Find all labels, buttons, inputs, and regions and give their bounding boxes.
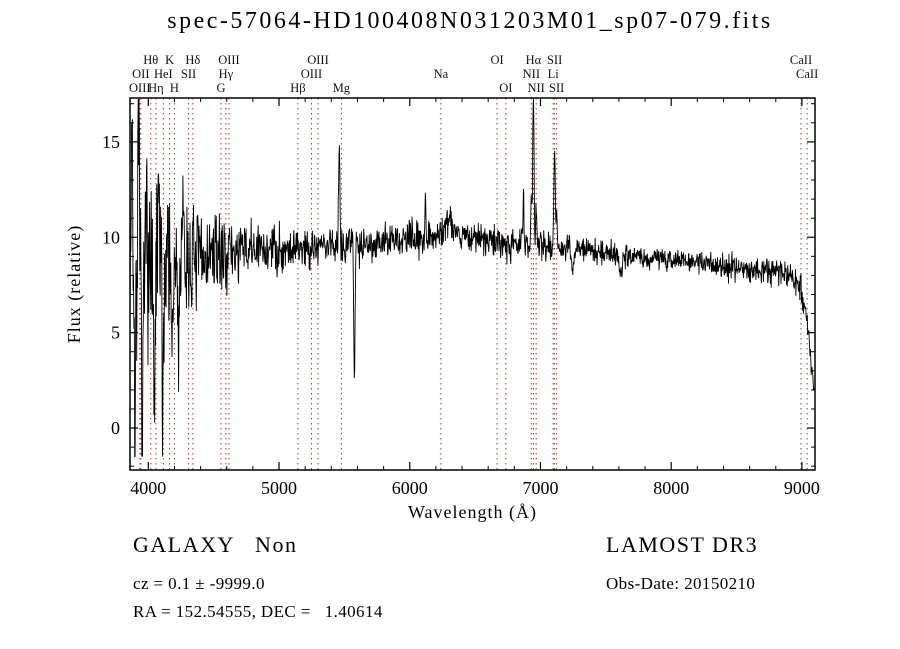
spectral-line-label: SII bbox=[547, 53, 562, 67]
y-tick-label: 0 bbox=[111, 418, 120, 438]
spectral-line-label: OI bbox=[490, 53, 503, 67]
spectral-line-label: CaII bbox=[790, 53, 812, 67]
spectral-line-label: Hδ bbox=[185, 53, 200, 67]
spectral-line-label: Hα bbox=[526, 53, 542, 67]
spectral-line-label: CaII bbox=[796, 67, 818, 81]
spectral-line-label: Mg bbox=[333, 81, 351, 95]
spectral-line-label: Hη bbox=[148, 81, 164, 95]
x-tick-label: 4000 bbox=[130, 478, 166, 498]
spectral-line-label: HeI bbox=[154, 67, 173, 81]
cz-value: cz = 0.1 ± -9999.0 bbox=[133, 574, 265, 593]
x-tick-label: 7000 bbox=[522, 478, 558, 498]
classification-label: GALAXY Non bbox=[133, 532, 298, 557]
spectral-line-label: OI bbox=[499, 81, 512, 95]
spectral-line-label: OIII bbox=[307, 53, 329, 67]
ra-dec-coordinates: RA = 152.54555, DEC = 1.40614 bbox=[133, 602, 383, 621]
spectral-line-label: SII bbox=[549, 81, 564, 95]
y-tick-label: 10 bbox=[102, 227, 120, 247]
y-tick-label: 15 bbox=[102, 132, 120, 152]
spectral-line-label: Na bbox=[434, 67, 449, 81]
x-tick-label: 9000 bbox=[784, 478, 820, 498]
x-tick-label: 5000 bbox=[261, 478, 297, 498]
spectral-line-label: G bbox=[216, 81, 225, 95]
spectral-line-label: Hθ bbox=[143, 53, 158, 67]
spectral-line-label: NII bbox=[527, 81, 544, 95]
spectral-line-label: OIII bbox=[301, 67, 323, 81]
spectral-line-label: Hβ bbox=[290, 81, 305, 95]
spectral-line-label: Li bbox=[548, 67, 560, 81]
spectral-line-label: OII bbox=[132, 67, 149, 81]
survey-release-label: LAMOST DR3 bbox=[606, 532, 759, 557]
x-tick-label: 6000 bbox=[392, 478, 428, 498]
x-tick-label: 8000 bbox=[653, 478, 689, 498]
obs-date: Obs-Date: 20150210 bbox=[606, 574, 756, 593]
x-axis-title: Wavelength (Å) bbox=[408, 502, 537, 523]
spectral-line-label: H bbox=[170, 81, 179, 95]
plot-frame bbox=[129, 97, 816, 471]
spectrum-line bbox=[129, 98, 816, 458]
y-tick-label: 5 bbox=[111, 323, 120, 343]
plot-title: spec-57064-HD100408N031203M01_sp07-079.f… bbox=[167, 8, 773, 34]
spectral-line-label: OIII bbox=[218, 53, 240, 67]
y-axis-title: Flux (relative) bbox=[64, 225, 85, 343]
spectral-line-label: SII bbox=[181, 67, 196, 81]
spectral-line-label: OIII bbox=[129, 81, 151, 95]
spectral-line-label: NII bbox=[523, 67, 540, 81]
spectral-line-label: Hγ bbox=[219, 67, 234, 81]
spectral-line-label: K bbox=[165, 53, 174, 67]
